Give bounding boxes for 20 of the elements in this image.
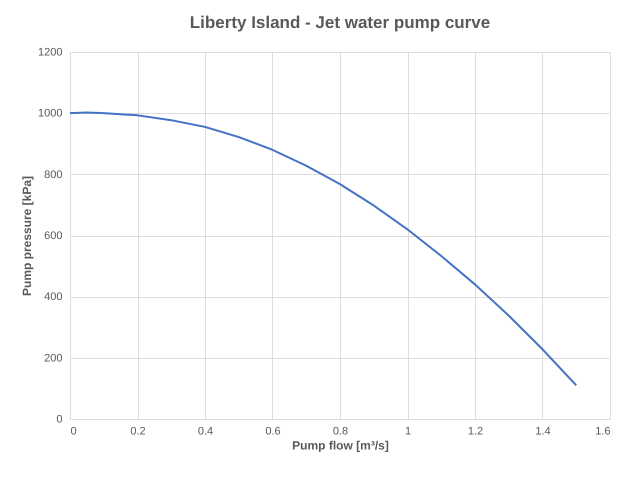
x-tick-label: 1.2: [468, 426, 484, 438]
x-tick-label: 0.2: [130, 426, 146, 438]
x-tick-label: 1.4: [535, 426, 551, 438]
y-tick-label: 0: [56, 414, 62, 426]
x-tick-label: 0.8: [332, 426, 348, 438]
y-axis-title: Pump pressure [kPa]: [20, 176, 34, 296]
x-tick-label: 0.6: [265, 426, 281, 438]
y-tick-label: 400: [44, 291, 62, 304]
chart-title: Liberty Island - Jet water pump curve: [190, 13, 490, 32]
y-tick-label: 200: [44, 352, 62, 364]
y-tick-label: 800: [44, 168, 62, 181]
y-tick-label: 1000: [38, 108, 62, 120]
x-axis-title: Pump flow [m³/s]: [292, 438, 389, 452]
y-tick-label: 600: [44, 230, 62, 242]
x-tick-label: 0: [70, 426, 77, 438]
y-tick-label: 1200: [38, 46, 62, 58]
x-tick-label: 1.6: [595, 426, 610, 438]
line-series: [69, 112, 578, 386]
x-tick-label: 1: [404, 426, 412, 438]
x-tick-label: 0.4: [198, 426, 214, 438]
